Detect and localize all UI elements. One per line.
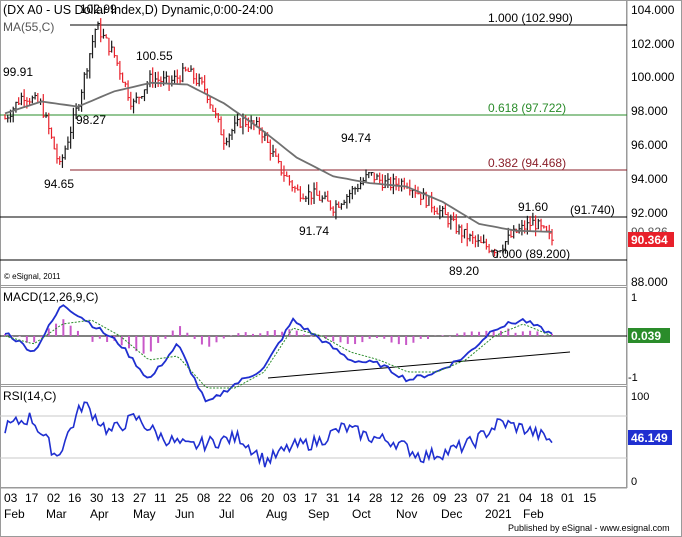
fib-382-label: 0.382 (94.468)	[488, 156, 566, 170]
high-10055-label: 100.55	[136, 49, 173, 63]
time-axis: 03 17 02 16 30 13 27 11 25 08 22 06 20 03 17 31 14 28 12 26…	[0, 487, 627, 521]
price-tick: 94.000	[631, 172, 668, 186]
macd-tick: -1	[628, 372, 638, 384]
price-tick: 96.000	[631, 138, 668, 152]
low-8920-label: 89.20	[449, 264, 479, 278]
time-axis-day-label: 03	[4, 491, 18, 505]
time-axis-day-label: 18	[540, 491, 554, 505]
high-10299-label: 102.99	[80, 2, 117, 16]
macd-line	[4, 304, 553, 403]
time-axis-month-label: Nov	[396, 507, 417, 521]
time-axis-day-label: 13	[111, 491, 125, 505]
price-tick: 104.000	[631, 3, 675, 17]
macd-signal-line	[4, 319, 553, 389]
price-axis: 104.000 102.000 100.000 98.000 96.000 94…	[628, 3, 675, 289]
time-axis-day-label: 12	[390, 491, 404, 505]
time-axis-day-label: 11	[154, 491, 167, 505]
time-axis-day-label: 14	[347, 491, 361, 505]
price-tick: 100.000	[631, 70, 675, 84]
high-9160-label: 91.60	[518, 200, 548, 214]
macd-tick: 1	[631, 292, 637, 304]
time-axis-day-label: 25	[175, 491, 189, 505]
last-price-value: 90.364	[631, 233, 668, 247]
time-axis-day-label: 15	[583, 491, 597, 505]
time-axis-day-label: 03	[283, 491, 297, 505]
time-axis-day-label: 16	[68, 491, 82, 505]
time-axis-day-label: 22	[218, 491, 232, 505]
time-axis-day-label: 17	[25, 491, 39, 505]
time-axis-day-label: 30	[90, 491, 104, 505]
macd-label: MACD(12,26,9,C)	[3, 290, 98, 304]
time-axis-month-label: Apr	[90, 507, 109, 521]
macd-value-badge	[628, 328, 670, 343]
time-axis-day-label: 21	[497, 491, 511, 505]
time-axis-month-label: Jul	[219, 507, 234, 521]
low-9465-label: 94.65	[44, 177, 74, 191]
time-axis-day-label: 02	[47, 491, 61, 505]
macd-histogram	[4, 319, 553, 354]
fib-618-label: 0.618 (97.722)	[488, 101, 566, 115]
time-axis-day-label: 26	[411, 491, 425, 505]
rsi-tick: 0	[631, 476, 637, 488]
chart-title: (DX A0 - US Dollar Index,D) Dynamic,0:00…	[3, 3, 273, 17]
left-9991-label: 99.91	[3, 65, 33, 79]
price-tick: 98.000	[631, 104, 668, 118]
copyright-text: © eSignal, 2011	[4, 272, 61, 281]
low-9827-label: 98.27	[76, 113, 106, 127]
time-axis-day-label: 17	[304, 491, 318, 505]
low-9174-label: 91.74	[299, 224, 329, 238]
time-axis-day-label: 06	[240, 491, 254, 505]
level-91740-label: (91.740)	[570, 203, 615, 217]
rsi-value-badge	[628, 430, 672, 445]
time-axis-day-label: 20	[261, 491, 275, 505]
time-axis-day-label: 07	[476, 491, 490, 505]
time-axis-month-label: Aug	[266, 507, 287, 521]
price-tick: 88.000	[631, 275, 668, 289]
fib-000-label: 0.000 (89.200)	[492, 247, 570, 261]
time-axis-month-label: Feb	[4, 507, 25, 521]
time-axis-day-label: 09	[433, 491, 447, 505]
time-axis-day-label: 04	[519, 491, 533, 505]
time-axis-month-label: Dec	[441, 507, 462, 521]
price-tick: 102.000	[631, 37, 675, 51]
last-price-badge	[628, 232, 674, 247]
time-axis-month-label: Mar	[46, 507, 67, 521]
time-axis-day-label: 23	[454, 491, 468, 505]
fib-100-label: 1.000 (102.990)	[488, 11, 573, 25]
macd-value: 0.039	[631, 329, 661, 343]
time-axis-month-label: Jun	[175, 507, 194, 521]
time-axis-day-label: 28	[369, 491, 383, 505]
time-axis-day-label: 01	[561, 491, 575, 505]
ma-label: MA(55,C)	[3, 20, 54, 34]
time-axis-month-label: Sep	[308, 507, 330, 521]
time-axis-month-label: Oct	[352, 507, 371, 521]
publisher-text: Published by eSignal - www.esignal.com	[508, 523, 670, 533]
high-9474-label: 94.74	[341, 131, 371, 145]
time-axis-month-label: May	[133, 507, 156, 521]
macd-trend-line	[267, 351, 571, 379]
time-axis-month-label: 2021	[485, 507, 512, 521]
ma-55-line	[4, 81, 553, 233]
time-axis-month-label: Feb	[523, 507, 544, 521]
time-axis-day-label: 08	[197, 491, 211, 505]
rsi-tick: 100	[631, 391, 649, 403]
price-tick: 92.000	[631, 206, 668, 220]
time-axis-day-label: 27	[133, 491, 147, 505]
rsi-line	[4, 401, 553, 468]
rsi-value: 46.149	[631, 431, 668, 445]
time-axis-day-label: 31	[326, 491, 340, 505]
rsi-label: RSI(14,C)	[3, 389, 56, 403]
